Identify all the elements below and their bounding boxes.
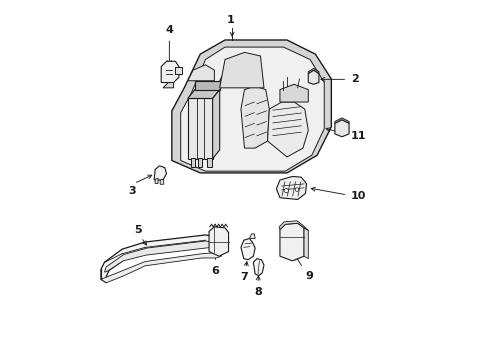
Polygon shape	[212, 90, 219, 159]
Polygon shape	[191, 158, 195, 167]
Polygon shape	[198, 158, 202, 167]
Polygon shape	[279, 223, 304, 261]
Polygon shape	[187, 90, 219, 99]
Text: 10: 10	[350, 191, 366, 201]
Polygon shape	[175, 67, 182, 74]
Polygon shape	[209, 227, 228, 256]
Polygon shape	[334, 120, 348, 137]
Text: 7: 7	[240, 272, 248, 282]
Polygon shape	[187, 65, 214, 81]
Polygon shape	[241, 238, 255, 260]
Polygon shape	[195, 81, 219, 90]
Polygon shape	[101, 252, 221, 283]
Polygon shape	[160, 179, 163, 184]
Text: 11: 11	[350, 131, 366, 141]
Text: 4: 4	[165, 25, 173, 35]
Polygon shape	[276, 176, 306, 199]
Circle shape	[284, 189, 288, 193]
Polygon shape	[154, 166, 166, 180]
Text: 1: 1	[226, 15, 234, 25]
Circle shape	[295, 188, 298, 192]
Polygon shape	[307, 68, 318, 74]
Text: 5: 5	[134, 225, 142, 235]
Polygon shape	[219, 67, 242, 81]
Text: 9: 9	[305, 271, 313, 281]
Polygon shape	[249, 234, 255, 238]
Polygon shape	[304, 228, 307, 259]
Polygon shape	[101, 235, 221, 283]
Polygon shape	[267, 102, 307, 157]
Polygon shape	[219, 53, 264, 88]
Polygon shape	[161, 61, 179, 82]
Polygon shape	[207, 158, 211, 167]
Polygon shape	[155, 178, 158, 184]
Text: 6: 6	[211, 266, 219, 276]
Polygon shape	[307, 70, 318, 84]
Text: 3: 3	[128, 186, 135, 197]
Polygon shape	[253, 259, 264, 276]
Text: 2: 2	[350, 74, 358, 84]
Polygon shape	[104, 241, 218, 272]
Polygon shape	[163, 82, 173, 88]
Polygon shape	[187, 99, 212, 159]
Polygon shape	[279, 221, 307, 230]
Polygon shape	[279, 84, 307, 102]
Polygon shape	[181, 47, 324, 171]
Polygon shape	[241, 86, 269, 148]
Polygon shape	[171, 40, 331, 173]
Polygon shape	[334, 118, 348, 123]
Text: 8: 8	[254, 287, 261, 297]
